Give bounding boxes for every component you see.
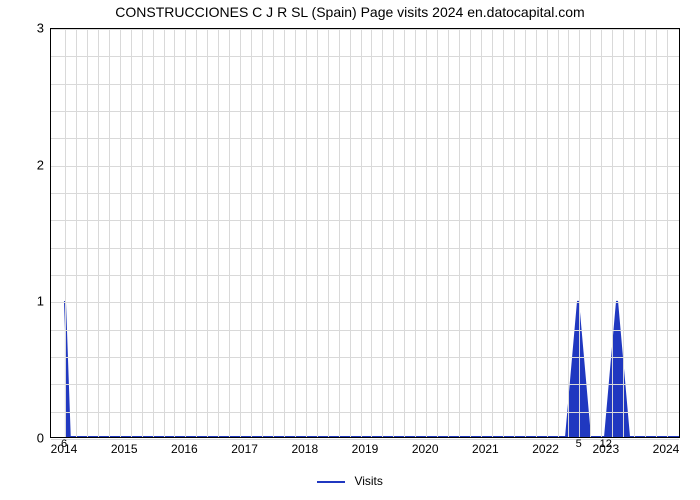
gridline-v <box>350 29 351 437</box>
gridline-v <box>656 29 657 437</box>
gridline-v <box>295 29 296 437</box>
y-tick-label: 0 <box>37 431 44 446</box>
gridline-v <box>120 29 121 437</box>
gridline-v <box>481 29 482 437</box>
gridline-h <box>51 412 679 413</box>
value-label: 12 <box>600 438 612 450</box>
x-tick-label: 2024 <box>653 442 680 456</box>
gridline-v <box>470 29 471 437</box>
gridline-h <box>51 56 679 57</box>
gridline-h <box>51 275 679 276</box>
gridline-h <box>51 220 679 221</box>
gridline-h <box>51 111 679 112</box>
legend-label: Visits <box>354 474 382 488</box>
x-tick-label: 2020 <box>412 442 439 456</box>
gridline-v <box>185 29 186 437</box>
gridline-v <box>328 29 329 437</box>
gridline-v <box>371 29 372 437</box>
gridline-v <box>426 29 427 437</box>
gridline-v <box>153 29 154 437</box>
gridline-v <box>142 29 143 437</box>
gridline-v <box>601 29 602 437</box>
gridline-v <box>634 29 635 437</box>
gridline-v <box>109 29 110 437</box>
gridline-h <box>51 193 679 194</box>
gridline-v <box>196 29 197 437</box>
gridline-v <box>339 29 340 437</box>
gridline-v <box>98 29 99 437</box>
gridline-h <box>51 384 679 385</box>
legend-swatch <box>317 481 345 483</box>
gridline-v <box>667 29 668 437</box>
chart-title: CONSTRUCCIONES C J R SL (Spain) Page vis… <box>0 4 700 20</box>
y-tick-label: 1 <box>37 294 44 309</box>
gridline-h <box>51 439 679 440</box>
gridline-h <box>51 330 679 331</box>
gridline-h <box>51 357 679 358</box>
gridline-h <box>51 166 679 167</box>
gridline-v <box>645 29 646 437</box>
gridline-v <box>459 29 460 437</box>
x-tick-label: 2021 <box>472 442 499 456</box>
gridline-v <box>174 29 175 437</box>
value-label: 6 <box>61 438 67 450</box>
x-tick-label: 2016 <box>171 442 198 456</box>
gridline-v <box>579 29 580 437</box>
gridline-v <box>393 29 394 437</box>
gridline-v <box>404 29 405 437</box>
x-tick-label: 2017 <box>231 442 258 456</box>
gridline-v <box>525 29 526 437</box>
gridline-v <box>76 29 77 437</box>
gridline-v <box>262 29 263 437</box>
x-tick-label: 2019 <box>352 442 379 456</box>
gridline-v <box>590 29 591 437</box>
gridline-v <box>536 29 537 437</box>
value-label: 5 <box>576 438 582 450</box>
gridline-v <box>361 29 362 437</box>
gridline-v <box>514 29 515 437</box>
chart-container: CONSTRUCCIONES C J R SL (Spain) Page vis… <box>0 0 700 500</box>
series-layer <box>51 29 679 437</box>
gridline-v <box>448 29 449 437</box>
y-tick-label: 3 <box>37 21 44 36</box>
gridline-v <box>503 29 504 437</box>
gridline-v <box>623 29 624 437</box>
gridline-v <box>164 29 165 437</box>
gridline-v <box>240 29 241 437</box>
gridline-v <box>568 29 569 437</box>
gridline-v <box>131 29 132 437</box>
gridline-v <box>273 29 274 437</box>
x-tick-label: 2022 <box>532 442 559 456</box>
plot-area <box>50 28 680 438</box>
gridline-v <box>87 29 88 437</box>
gridline-v <box>558 29 559 437</box>
gridline-v <box>284 29 285 437</box>
gridline-v <box>612 29 613 437</box>
y-tick-label: 2 <box>37 157 44 172</box>
gridline-v <box>229 29 230 437</box>
gridline-v <box>65 29 66 437</box>
gridline-h <box>51 302 679 303</box>
gridline-v <box>547 29 548 437</box>
gridline-h <box>51 248 679 249</box>
legend: Visits <box>0 474 700 488</box>
gridline-v <box>207 29 208 437</box>
x-tick-label: 2015 <box>111 442 138 456</box>
gridline-v <box>218 29 219 437</box>
gridline-v <box>415 29 416 437</box>
gridline-v <box>306 29 307 437</box>
gridline-v <box>437 29 438 437</box>
gridline-h <box>51 29 679 30</box>
gridline-h <box>51 138 679 139</box>
gridline-v <box>251 29 252 437</box>
gridline-v <box>492 29 493 437</box>
gridline-h <box>51 84 679 85</box>
gridline-v <box>382 29 383 437</box>
x-tick-label: 2018 <box>291 442 318 456</box>
gridline-v <box>317 29 318 437</box>
